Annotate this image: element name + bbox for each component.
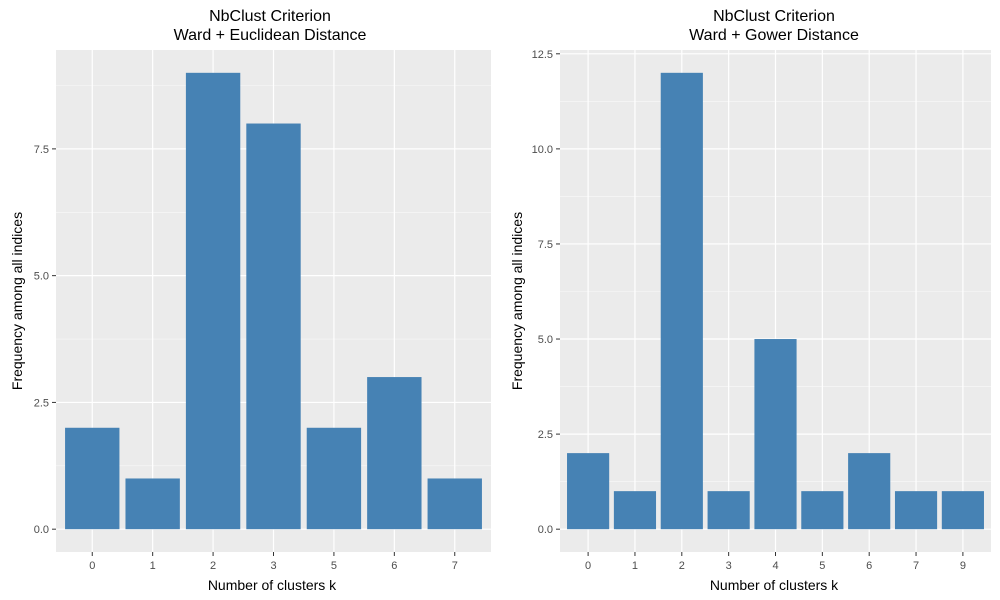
y-tick-label: 0.0 [538, 524, 553, 536]
chart-title: NbClust Criterion [713, 8, 835, 25]
x-tick-label: 5 [331, 560, 337, 572]
bar-k-7[interactable] [894, 491, 938, 530]
bar-k-6[interactable] [848, 453, 891, 530]
bar-k-0[interactable] [65, 427, 120, 530]
bar-k-3[interactable] [707, 491, 750, 530]
y-tick-label: 2.5 [538, 429, 553, 441]
y-tick-label: 2.5 [34, 397, 49, 409]
bar-k-6[interactable] [367, 377, 422, 530]
y-tick-label: 12.5 [532, 49, 553, 61]
x-axis-title: Number of clusters k [710, 577, 839, 593]
bar-k-4[interactable] [754, 339, 797, 530]
bar-k-9[interactable] [941, 491, 984, 530]
y-tick-label: 7.5 [34, 144, 49, 156]
chart-subtitle: Ward + Gower Distance [689, 27, 859, 44]
y-axis-title: Frequency among all indices [509, 212, 525, 390]
y-tick-label: 5.0 [34, 271, 49, 283]
chart-subtitle: Ward + Euclidean Distance [174, 27, 367, 44]
x-tick-label: 1 [150, 560, 156, 572]
bar-k-2[interactable] [185, 72, 241, 530]
bar-k-0[interactable] [567, 453, 610, 530]
bar-k-3[interactable] [246, 123, 301, 530]
x-tick-label: 0 [89, 560, 95, 572]
x-tick-label: 4 [772, 560, 778, 572]
x-tick-label: 2 [679, 560, 685, 572]
x-tick-label: 6 [866, 560, 872, 572]
y-tick-label: 7.5 [538, 239, 553, 251]
bar-k-1[interactable] [125, 478, 180, 530]
x-tick-label: 0 [585, 560, 591, 572]
x-tick-label: 3 [726, 560, 732, 572]
y-tick-label: 10.0 [532, 144, 553, 156]
chart-panel-2: 0.0 2.5 5.0 7.5 10.0 12.5 0 1 2 3 4 5 6 7 9 NbClust Cri… [509, 8, 991, 593]
bar-k-5[interactable] [801, 491, 844, 530]
bar-k-2[interactable] [660, 72, 703, 530]
x-tick-label: 1 [632, 560, 638, 572]
y-axis-title: Frequency among all indices [9, 212, 25, 390]
x-tick-label: 3 [270, 560, 276, 572]
x-tick-label: 7 [913, 560, 919, 572]
bar-k-5[interactable] [306, 427, 362, 530]
y-tick-label: 5.0 [538, 334, 553, 346]
x-tick-label: 9 [960, 560, 966, 572]
y-tick-label: 0.0 [34, 524, 49, 536]
chart-panel-1: 0.0 2.5 5.0 7.5 0 1 2 3 5 6 7 NbClust Criterion Ward… [9, 8, 491, 593]
bar-k-1[interactable] [613, 491, 657, 530]
x-tick-label: 5 [819, 560, 825, 572]
x-axis-title: Number of clusters k [208, 577, 337, 593]
x-tick-label: 2 [210, 560, 216, 572]
x-tick-label: 7 [452, 560, 458, 572]
bar-k-7[interactable] [427, 478, 482, 530]
chart-title: NbClust Criterion [209, 8, 331, 25]
x-tick-label: 6 [391, 560, 397, 572]
